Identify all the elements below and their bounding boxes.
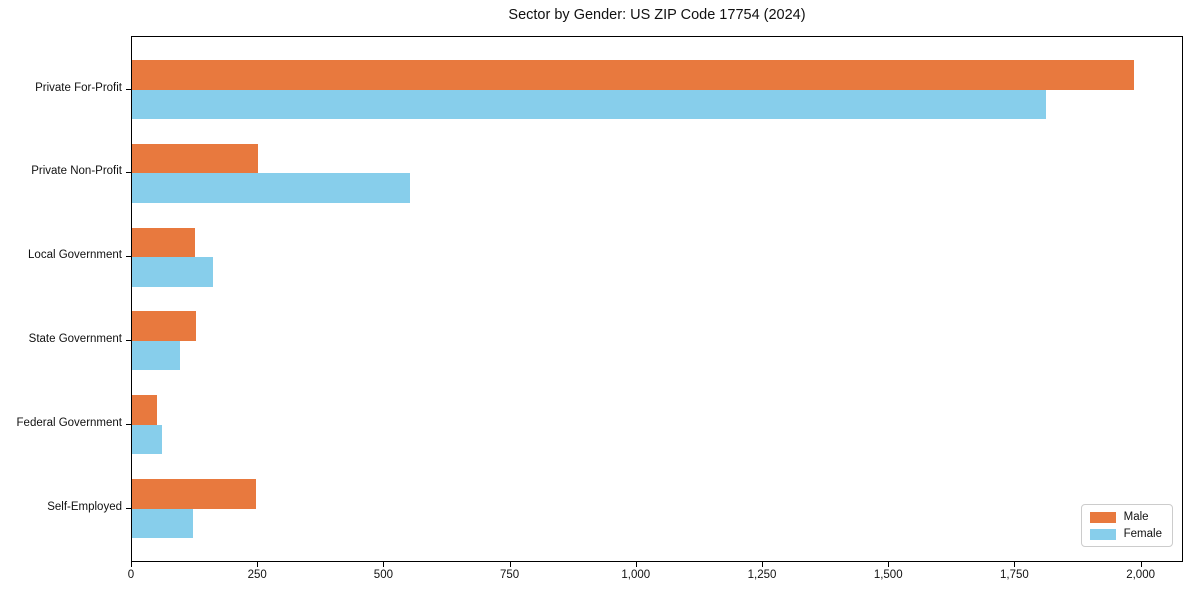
x-tick-mark [509,562,511,567]
x-tick-label-500: 500 [373,569,393,581]
y-tick-label-federal-government: Federal Government [16,416,122,429]
y-tick-mark [126,423,131,425]
chart-title: Sector by Gender: US ZIP Code 17754 (202… [508,7,806,23]
bar-female-private-non-profit [132,173,410,203]
legend-row-female: Female [1089,528,1162,540]
bar-male-state-government [132,311,197,341]
y-tick-label-local-government: Local Government [28,249,122,262]
x-tick-mark [1140,562,1142,567]
y-tick-label-private-non-profit: Private Non-Profit [31,165,122,178]
x-tick-label-1000: 1,000 [621,569,651,581]
bar-female-self-employed [132,508,193,538]
bar-male-local-government [132,227,196,258]
x-tick-mark [888,562,890,567]
bar-female-local-government [132,257,213,287]
bar-male-federal-government [132,395,158,425]
bar-male-private-for-profit [132,60,1135,90]
bar-female-private-for-profit [132,89,1046,119]
legend-swatch-male [1089,511,1116,523]
y-tick-mark [126,88,131,90]
bar-female-federal-government [132,424,163,455]
y-tick-mark [126,507,131,509]
y-tick-label-state-government: State Government [28,332,122,345]
x-tick-label-1750: 1,750 [1000,569,1029,581]
legend-label-male: Male [1123,511,1149,523]
x-tick-mark [257,562,259,567]
legend: Male Female [1080,504,1173,547]
x-tick-mark [131,562,132,567]
legend-label-female: Female [1123,528,1162,540]
bar-male-private-non-profit [132,143,259,174]
x-tick-mark [1014,562,1016,567]
x-tick-label-1250: 1,250 [747,569,777,581]
y-tick-mark [126,172,131,174]
legend-swatch-female [1089,528,1116,540]
x-tick-mark [762,562,763,567]
x-tick-mark [635,562,637,567]
x-tick-label-750: 750 [500,569,520,581]
x-tick-mark [383,562,385,567]
y-tick-mark [126,256,131,258]
y-tick-label-self-employed: Self-Employed [47,500,122,513]
y-tick-mark [126,339,131,341]
bar-male-self-employed [132,479,256,509]
x-tick-label-0: 0 [127,569,135,581]
x-tick-label-2000: 2,000 [1126,569,1155,581]
x-tick-label-250: 250 [247,569,267,581]
plot-area: Male Female [131,36,1183,562]
x-tick-label-1500: 1,500 [873,569,903,581]
legend-row-male: Male [1089,511,1162,523]
bar-female-state-government [132,340,180,371]
y-tick-label-private-for-profit: Private For-Profit [35,81,122,94]
